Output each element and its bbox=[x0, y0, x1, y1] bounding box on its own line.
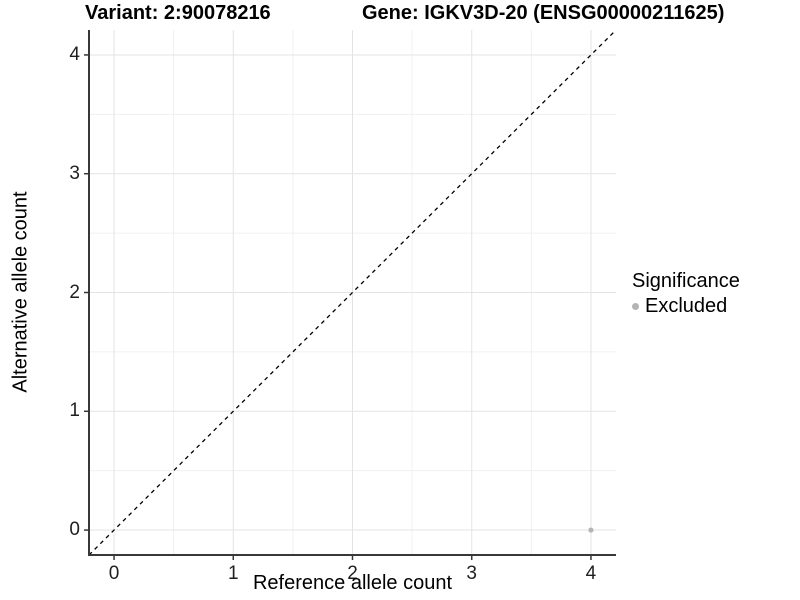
y-tick-label: 0 bbox=[69, 519, 80, 541]
y-tick-label: 1 bbox=[69, 400, 80, 422]
identity-dashed-line bbox=[88, 29, 617, 556]
x-tick-label: 4 bbox=[585, 563, 597, 584]
y-axis-title: Alternative allele count bbox=[9, 191, 32, 393]
variant-title: Variant: 2:90078216 bbox=[85, 2, 271, 24]
y-tick-label: 3 bbox=[69, 162, 80, 184]
data-point-excluded bbox=[588, 527, 594, 533]
x-tick-label: 2 bbox=[347, 563, 358, 584]
legend: Significance Excluded bbox=[632, 270, 740, 318]
excluded-point-icon bbox=[632, 303, 639, 310]
y-tick-label: 2 bbox=[69, 281, 80, 303]
y-tick-label: 4 bbox=[69, 43, 80, 65]
tick-marks bbox=[84, 54, 592, 560]
gene-title: Gene: IGKV3D-20 (ENSG00000211625) bbox=[362, 2, 725, 24]
x-tick-label: 3 bbox=[466, 563, 478, 584]
x-axis-title: Reference allele count bbox=[252, 572, 452, 594]
legend-item-excluded: Excluded bbox=[632, 295, 740, 318]
x-tick-label: 1 bbox=[227, 563, 239, 584]
x-tick-label: 0 bbox=[108, 563, 120, 584]
legend-item-label: Excluded bbox=[645, 295, 728, 317]
data-points bbox=[588, 527, 594, 533]
legend-title: Significance bbox=[632, 270, 740, 292]
